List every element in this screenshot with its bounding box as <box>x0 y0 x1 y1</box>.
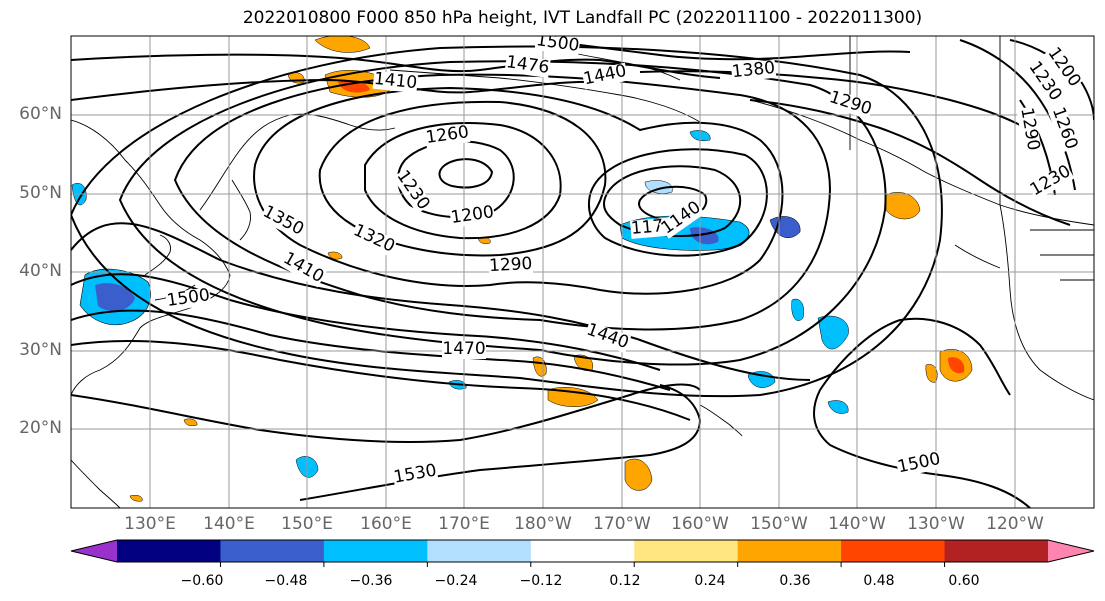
map-title: 2022010800 F000 850 hPa height, IVT Land… <box>242 8 923 28</box>
lon-label-150W: 150°W <box>750 514 808 534</box>
shade-patch <box>791 298 804 321</box>
colorbar-tick: −0.12 <box>519 573 563 589</box>
colorbar-extend-min <box>71 540 117 562</box>
colorbar-segment <box>427 540 532 562</box>
colorbar-tick: 0.12 <box>609 573 641 589</box>
contour-label: 1290 <box>489 254 533 276</box>
colorbar-tick: 0.48 <box>863 573 895 589</box>
shade-patch <box>948 357 965 374</box>
colorbar-segment <box>117 540 221 562</box>
map-frame <box>70 35 1095 509</box>
colorbar-tick: −0.48 <box>264 573 308 589</box>
lat-label-50N: 50°N <box>19 183 62 203</box>
colorbar-segment <box>737 540 842 562</box>
shade-patch <box>547 387 599 407</box>
lon-label-130E: 130°E <box>124 514 176 534</box>
lon-label-140W: 140°W <box>828 514 886 534</box>
colorbar-segment <box>220 540 325 562</box>
shade-patch <box>885 192 921 220</box>
shade-patch <box>327 251 343 260</box>
contour-label: 1500 <box>535 30 581 56</box>
shade-patch <box>183 418 198 427</box>
lon-label-160W: 160°W <box>671 514 729 534</box>
lon-label-170W: 170°W <box>593 514 651 534</box>
shade-patch <box>95 283 135 312</box>
ivt-shading <box>71 36 973 502</box>
lat-label-40N: 40°N <box>19 261 62 281</box>
lon-label-180W: 180°W <box>514 514 572 534</box>
lat-label-60N: 60°N <box>19 104 62 124</box>
lat-label-30N: 30°N <box>19 340 62 360</box>
colorbar-tick: −0.36 <box>349 573 393 589</box>
lon-label-140E: 140°E <box>203 514 255 534</box>
shade-patch <box>827 400 849 414</box>
lon-label-160E: 160°E <box>360 514 412 534</box>
colorbar-tick: 0.60 <box>948 573 980 589</box>
colorbar-segment <box>323 540 428 562</box>
lon-label-130W: 130°W <box>907 514 965 534</box>
colorbar-segment <box>944 540 1049 562</box>
contour-label: 1380 <box>731 58 776 82</box>
colorbar-tick: −0.24 <box>434 573 478 589</box>
shade-patch <box>690 227 719 245</box>
colorbar-segment <box>634 540 739 562</box>
lat-label-20N: 20°N <box>19 418 62 438</box>
colorbar-outline <box>70 539 1095 563</box>
shade-patch <box>129 494 143 502</box>
contour-label: 1410 <box>373 69 418 93</box>
lon-label-170E: 170°E <box>438 514 490 534</box>
shade-patch <box>817 315 849 350</box>
lon-label-150E: 150°E <box>281 514 333 534</box>
shade-patch <box>624 458 653 491</box>
colorbar-segment <box>841 540 946 562</box>
colorbar-tick: 0.36 <box>779 573 811 589</box>
colorbar <box>70 539 1095 567</box>
colorbar-tick: −0.60 <box>180 573 224 589</box>
colorbar-segment <box>530 540 635 562</box>
contour-label: 1470 <box>442 339 485 359</box>
shade-patch <box>314 36 371 53</box>
colorbar-extend-max <box>1048 540 1094 562</box>
colorbar-tick: 0.24 <box>694 573 726 589</box>
lon-label-120W: 120°W <box>986 514 1044 534</box>
